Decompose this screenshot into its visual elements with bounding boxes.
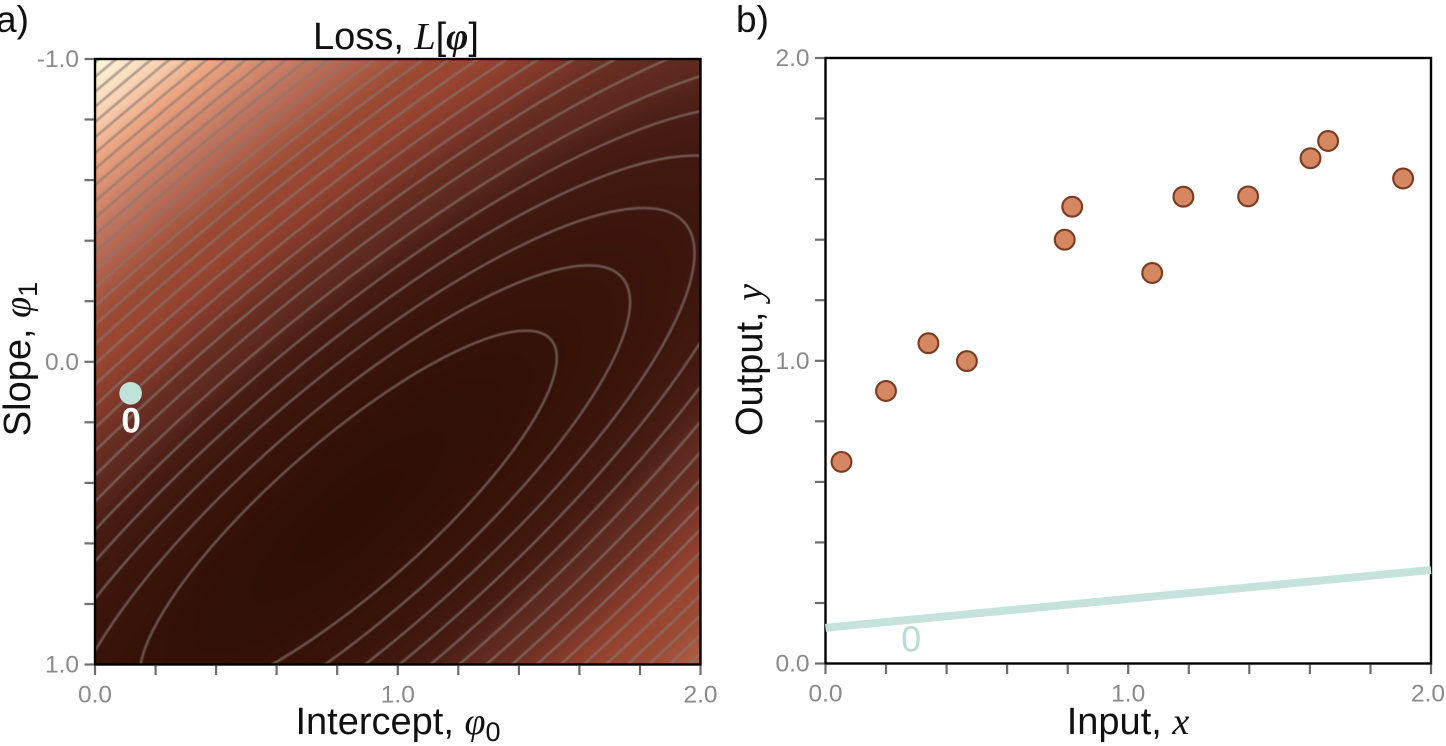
svg-text:0: 0 xyxy=(121,401,140,440)
svg-text:-1.0: -1.0 xyxy=(37,46,79,73)
svg-text:0: 0 xyxy=(901,619,921,660)
svg-text:0.0: 0.0 xyxy=(45,349,79,376)
svg-text:0.0: 0.0 xyxy=(78,682,112,709)
svg-text:1.0: 1.0 xyxy=(1111,681,1145,708)
svg-text:Loss, L[φ]: Loss, L[φ] xyxy=(313,16,479,58)
svg-text:b): b) xyxy=(736,0,769,40)
svg-text:Slope, φ1: Slope, φ1 xyxy=(0,282,43,436)
svg-text:0.0: 0.0 xyxy=(775,651,809,678)
svg-text:1.0: 1.0 xyxy=(45,652,79,679)
svg-text:2.0: 2.0 xyxy=(775,45,809,72)
svg-text:1.0: 1.0 xyxy=(381,682,415,709)
svg-text:Input, x: Input, x xyxy=(1067,701,1190,743)
svg-text:2.0: 2.0 xyxy=(683,682,717,709)
svg-text:0.0: 0.0 xyxy=(808,681,842,708)
svg-text:1.0: 1.0 xyxy=(775,348,809,375)
svg-text:a): a) xyxy=(0,0,29,40)
svg-text:Output, y: Output, y xyxy=(729,284,771,436)
svg-text:Intercept, φ0: Intercept, φ0 xyxy=(295,701,500,746)
svg-text:2.0: 2.0 xyxy=(1411,681,1445,708)
